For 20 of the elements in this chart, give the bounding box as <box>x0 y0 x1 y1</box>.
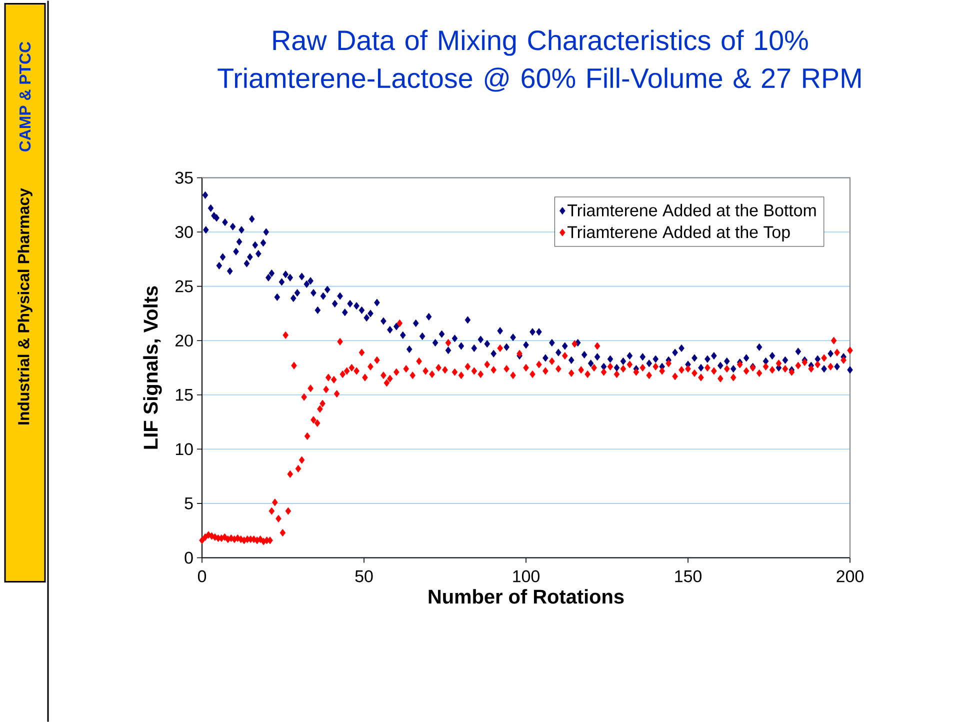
y-tick-label: 35 <box>175 172 193 184</box>
x-tick-label: 0 <box>198 570 206 582</box>
text: CAMP & PTCC <box>19 42 31 152</box>
y-tick-label: 5 <box>184 497 193 510</box>
x-tick-label: 200 <box>836 570 864 582</box>
x-tick-label: 150 <box>675 570 702 582</box>
x-axis-title: Number of Rotations <box>428 588 624 604</box>
y-axis-title: LIF Signals, Volts <box>143 286 162 448</box>
y-tick-label: 25 <box>176 280 193 292</box>
y-tick-label: 0 <box>184 552 193 564</box>
y-tick-label: 20 <box>176 334 193 346</box>
text: Industrial & Physical Pharmacy <box>18 188 32 424</box>
legend-label: Triamterene Added at the Top <box>567 225 790 242</box>
y-tick-label: 15 <box>176 388 193 401</box>
x-tick-label: 50 <box>355 570 373 582</box>
y-tick-label: 10 <box>176 442 193 455</box>
y-tick-label: 30 <box>175 226 193 238</box>
x-tick-label: 100 <box>513 570 540 582</box>
chart-title: Raw Data of Mixing Characteristics of 10% Triamterene-Lactose @ 60% Fill-Volume & 27 RPM <box>218 30 861 92</box>
legend-label: Triamterene Added at the Bottom <box>567 204 816 216</box>
